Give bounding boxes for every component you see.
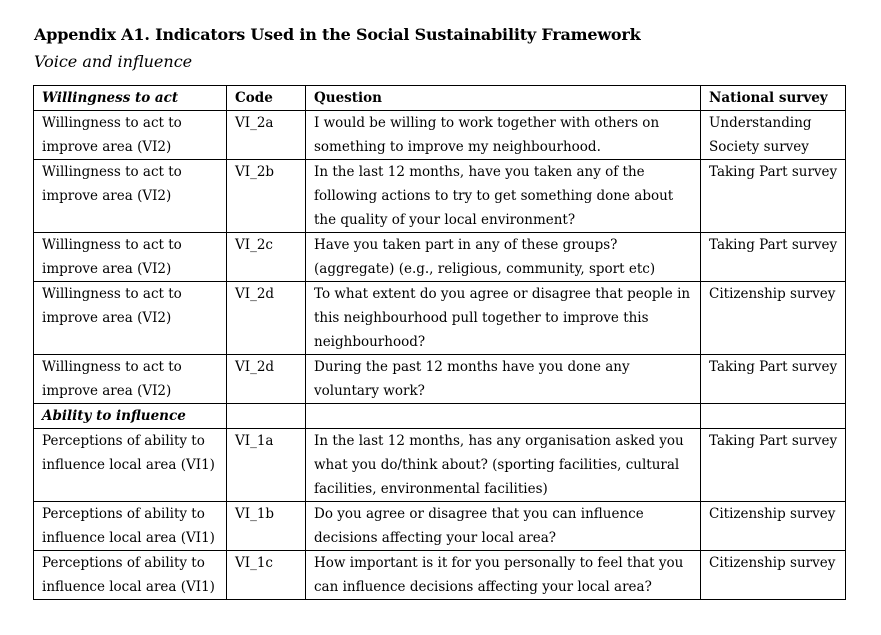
question-cell: I would be willing to work together with… <box>305 110 701 160</box>
question-cell: Do you agree or disagree that you can in… <box>305 501 701 551</box>
indicator-cell: Willingness to act to improve area (VI2) <box>33 232 227 282</box>
empty-cell <box>226 403 306 429</box>
question-cell: To what extent do you agree or disagree … <box>305 281 701 355</box>
header-indicator: Willingness to act <box>33 85 227 111</box>
survey-cell: Taking Part survey <box>700 354 846 404</box>
survey-cell: Taking Part survey <box>700 232 846 282</box>
indicator-cell: Perceptions of ability to influence loca… <box>33 550 227 600</box>
page-title: Appendix A1. Indicators Used in the Soci… <box>34 25 641 44</box>
header-question: Question <box>305 85 701 111</box>
table-row: Perceptions of ability to influence loca… <box>33 550 846 600</box>
code-cell: VI_2d <box>226 354 306 404</box>
survey-cell: Citizenship survey <box>700 501 846 551</box>
section-row-ability-to-influence: Ability to influence <box>33 403 846 429</box>
code-cell: VI_2a <box>226 110 306 160</box>
code-cell: VI_2b <box>226 159 306 233</box>
section-label: Ability to influence <box>33 403 227 429</box>
survey-cell: Understanding Society survey <box>700 110 846 160</box>
survey-cell: Citizenship survey <box>700 281 846 355</box>
table-row: Willingness to act to improve area (VI2)… <box>33 281 846 355</box>
indicator-cell: Willingness to act to improve area (VI2) <box>33 354 227 404</box>
code-cell: VI_2c <box>226 232 306 282</box>
indicator-cell: Perceptions of ability to influence loca… <box>33 501 227 551</box>
code-cell: VI_1b <box>226 501 306 551</box>
survey-cell: Taking Part survey <box>700 428 846 502</box>
table-row: Willingness to act to improve area (VI2)… <box>33 354 846 404</box>
question-cell: During the past 12 months have you done … <box>305 354 701 404</box>
indicators-table: Willingness to act Code Question Nationa… <box>33 85 846 600</box>
indicator-cell: Perceptions of ability to influence loca… <box>33 428 227 502</box>
question-cell: In the last 12 months, has any organisat… <box>305 428 701 502</box>
empty-cell <box>700 403 846 429</box>
table-row: Perceptions of ability to influence loca… <box>33 501 846 551</box>
survey-cell: Taking Part survey <box>700 159 846 233</box>
table-header-row: Willingness to act Code Question Nationa… <box>33 85 846 111</box>
empty-cell <box>305 403 701 429</box>
table-row: Willingness to act to improve area (VI2)… <box>33 232 846 282</box>
question-cell: Have you taken part in any of these grou… <box>305 232 701 282</box>
code-cell: VI_1c <box>226 550 306 600</box>
table-row: Willingness to act to improve area (VI2)… <box>33 159 846 233</box>
question-cell: In the last 12 months, have you taken an… <box>305 159 701 233</box>
survey-cell: Citizenship survey <box>700 550 846 600</box>
page-subtitle: Voice and influence <box>34 52 193 71</box>
indicator-cell: Willingness to act to improve area (VI2) <box>33 281 227 355</box>
question-cell: How important is it for you personally t… <box>305 550 701 600</box>
indicator-cell: Willingness to act to improve area (VI2) <box>33 159 227 233</box>
table-row: Willingness to act to improve area (VI2)… <box>33 110 846 160</box>
header-code: Code <box>226 85 306 111</box>
indicator-cell: Willingness to act to improve area (VI2) <box>33 110 227 160</box>
code-cell: VI_2d <box>226 281 306 355</box>
code-cell: VI_1a <box>226 428 306 502</box>
header-survey: National survey <box>700 85 846 111</box>
table-row: Perceptions of ability to influence loca… <box>33 428 846 502</box>
